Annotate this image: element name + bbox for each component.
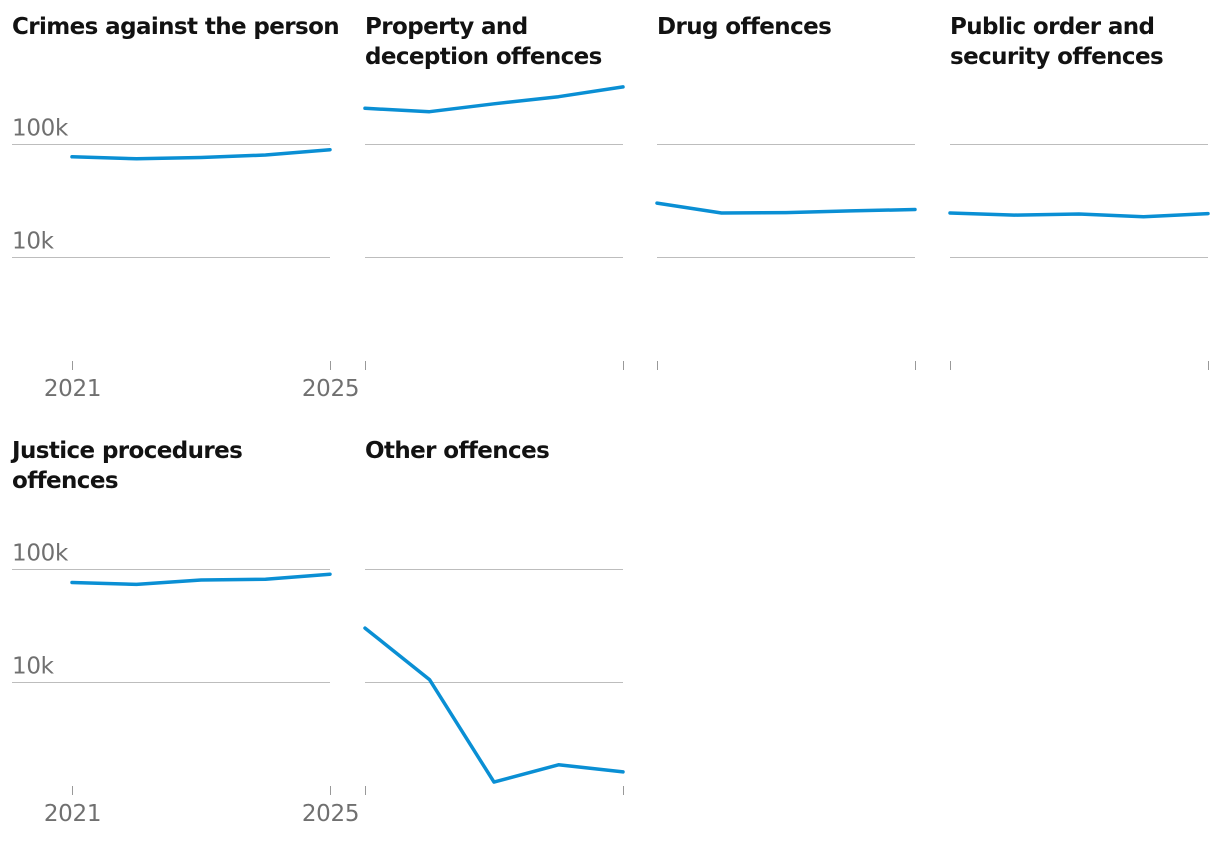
panel-title: Drug offences	[657, 14, 831, 40]
panel-title: security offences	[950, 44, 1163, 70]
y-tick-label: 10k	[12, 654, 55, 680]
panel-title: deception offences	[365, 44, 602, 70]
series-line	[363, 626, 625, 784]
y-tick-label: 100k	[12, 541, 69, 567]
x-tick-label: 2021	[44, 801, 101, 827]
chart-panel: Property and deception offences	[363, 14, 625, 370]
y-tick-label: 10k	[12, 229, 55, 255]
series-line	[363, 85, 625, 114]
panel-title: Justice procedures	[10, 438, 242, 464]
series-line	[70, 147, 332, 161]
chart-panel: Crimes against the person 100k 10k 2021 2025	[12, 14, 359, 402]
panel-title: Crimes against the person	[12, 14, 339, 40]
series-line	[948, 211, 1210, 219]
x-tick-label: 2025	[302, 376, 359, 402]
chart-panel: Justice procedures offences 100k 10k 2021 202…	[10, 438, 359, 827]
panel-title: Public order and	[950, 14, 1154, 40]
series-line	[655, 201, 917, 215]
x-tick-label: 2021	[44, 376, 101, 402]
panel-title: Other offences	[365, 438, 549, 464]
chart-panel: Other offences	[363, 438, 625, 795]
x-tick-label: 2025	[302, 801, 359, 827]
chart-panel: Public order and security offences	[948, 14, 1210, 370]
panel-title: Property and	[365, 14, 528, 40]
chart-panel: Drug offences	[655, 14, 917, 370]
panel-title: offences	[12, 468, 118, 494]
series-line	[70, 572, 332, 587]
y-tick-label: 100k	[12, 116, 69, 142]
